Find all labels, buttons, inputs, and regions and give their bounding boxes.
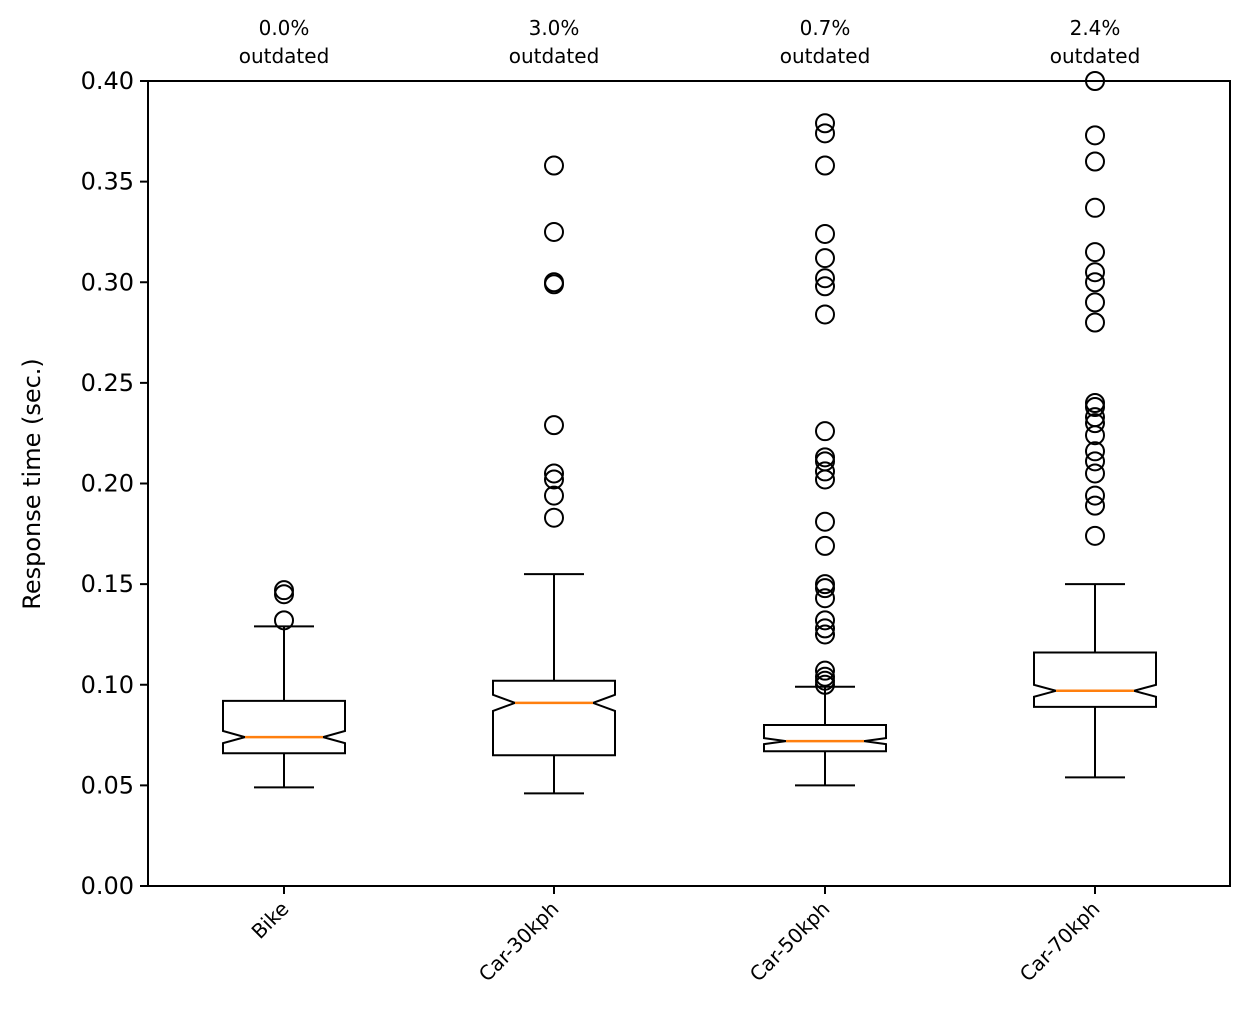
outlier-point: [544, 485, 564, 506]
outlier-point: [1085, 272, 1105, 293]
outlier-point: [1085, 441, 1105, 462]
outlier-point: [1085, 242, 1105, 263]
outlier-point: [815, 123, 835, 144]
annotation-label: outdated: [509, 44, 600, 68]
x-tick-label: Car-30kph: [474, 897, 564, 987]
annotation-label: outdated: [780, 44, 871, 68]
outlier-point: [1085, 495, 1105, 516]
box-body: [222, 699, 346, 755]
x-tick-label: Car-70kph: [1015, 897, 1105, 987]
outlier-point: [544, 415, 564, 436]
y-tick-label: 0.30: [81, 268, 134, 296]
outlier-point: [544, 469, 564, 490]
outlier-point: [815, 574, 835, 595]
box-bike: [222, 580, 346, 789]
box-car-30kph: [492, 155, 616, 795]
outlier-point: [1085, 312, 1105, 333]
y-tick-label: 0.40: [81, 67, 134, 95]
box-body: [1033, 651, 1157, 708]
outlier-point: [1085, 197, 1105, 218]
outlier-point: [815, 618, 835, 639]
outlier-point: [815, 447, 835, 468]
outlier-point: [815, 155, 835, 176]
boxes: [222, 71, 1157, 795]
outlier-point: [815, 535, 835, 556]
box-car-70kph: [1033, 71, 1157, 779]
y-tick-label: 0.25: [81, 369, 134, 397]
outlier-point: [815, 248, 835, 269]
x-tick-label: Bike: [247, 897, 294, 944]
outlier-point: [815, 421, 835, 442]
outlier-point: [815, 304, 835, 325]
outlier-point: [544, 155, 564, 176]
outlier-point: [815, 511, 835, 532]
y-tick-label: 0.10: [81, 671, 134, 699]
outlier-point: [544, 463, 564, 484]
outlier-point: [1085, 413, 1105, 434]
outlier-point: [815, 461, 835, 482]
outlier-point: [1085, 125, 1105, 146]
outlier-point: [815, 660, 835, 681]
outlier-point: [815, 223, 835, 244]
y-tick-label: 0.05: [81, 771, 134, 799]
outlier-point: [274, 584, 294, 605]
outlier-point: [1085, 292, 1105, 313]
box-body: [763, 724, 887, 753]
y-axis-ticks: 0.00 0.05 0.10 0.15 0.20 0.25 0.30 0.35 0.40: [81, 67, 148, 900]
annotation-percent: 2.4%: [1070, 16, 1121, 40]
outlier-point: [815, 113, 835, 134]
y-tick-label: 0.35: [81, 168, 134, 196]
outlier-point: [1085, 451, 1105, 472]
outlier-point: [815, 610, 835, 631]
outlier-point: [1085, 525, 1105, 546]
outlier-point: [815, 666, 835, 687]
box-body: [492, 679, 616, 757]
outlier-point: [815, 268, 835, 289]
outlier-point: [1085, 485, 1105, 506]
annotation-label: outdated: [239, 44, 330, 68]
annotation-percent: 0.0%: [259, 16, 310, 40]
outlier-point: [1085, 393, 1105, 413]
x-tick-label: Car-50kph: [745, 897, 835, 987]
outlier-point: [1085, 407, 1105, 428]
y-tick-label: 0.20: [81, 470, 134, 498]
annotation-label: outdated: [1050, 44, 1141, 68]
outlier-point: [1085, 151, 1105, 172]
outlier-point: [544, 221, 564, 242]
x-axis-ticks: Bike Car-30kph Car-50kph Car-70kph: [247, 886, 1105, 986]
outlier-point: [815, 588, 835, 609]
y-tick-label: 0.00: [81, 872, 134, 900]
box-car-50kph: [763, 113, 887, 787]
outlier-point: [544, 272, 564, 293]
outlier-point: [1085, 463, 1105, 484]
outlier-point: [274, 610, 294, 631]
outlier-point: [274, 580, 294, 601]
annotations: 0.0% outdated 3.0% outdated 0.7% outdated 2.4%…: [239, 16, 1141, 68]
annotation-percent: 3.0%: [529, 16, 580, 40]
outlier-point: [815, 276, 835, 297]
y-axis-label: Response time (sec.): [18, 358, 46, 610]
outlier-point: [815, 578, 835, 599]
outlier-point: [1085, 262, 1105, 283]
outlier-point: [815, 624, 835, 645]
y-tick-label: 0.15: [81, 570, 134, 598]
outlier-point: [544, 507, 564, 528]
plot-area-frame: [147, 80, 1231, 887]
annotation-percent: 0.7%: [800, 16, 851, 40]
outlier-point: [815, 451, 835, 472]
